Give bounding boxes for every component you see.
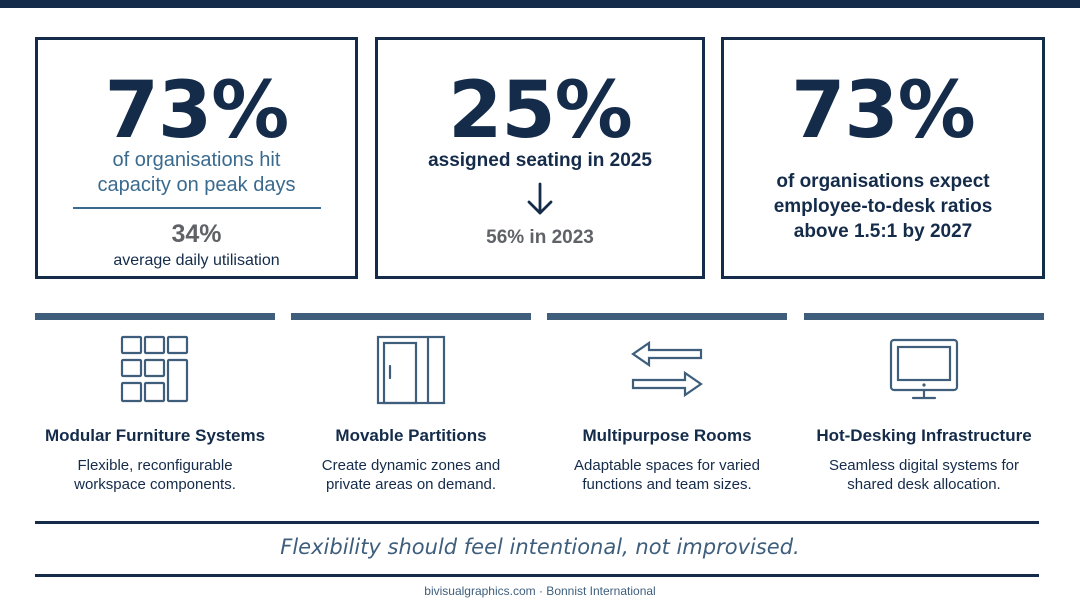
stat-card-peak-capacity: 73% of organisations hit capacity on pea… [35, 37, 358, 279]
feature-icon-wrap [291, 335, 531, 405]
feature-title: Hot-Desking Infrastructure [816, 426, 1032, 445]
sliding-partition-icon [376, 335, 446, 405]
feature-description: Flexible, reconfigurable workspace compo… [74, 457, 236, 493]
quote-bottom-rule [35, 574, 1039, 577]
secondary-stat-label: average daily utilisation [113, 252, 280, 269]
feature-icon-wrap [547, 335, 787, 405]
feature-title: Multipurpose Rooms [582, 426, 752, 445]
modular-grid-icon [120, 335, 189, 403]
stat-value: 25% [448, 66, 633, 156]
feature-title: Movable Partitions [335, 426, 487, 445]
stat-description: assigned seating in 2025 [428, 150, 652, 171]
arrow-down-icon [527, 182, 553, 215]
feature-description: Adaptable spaces for varied functions an… [574, 457, 760, 493]
comparison-stat: 56% in 2023 [486, 227, 594, 248]
stat-value: 73% [104, 66, 290, 156]
feature-bar [35, 313, 275, 320]
feature-hot-desking: Hot-Desking Infrastructure Seamless digi… [804, 313, 1044, 494]
feature-modular-furniture: Modular Furniture Systems Flexible, reco… [35, 313, 275, 494]
feature-description: Create dynamic zones and private areas o… [321, 457, 501, 493]
stat-divider [73, 207, 321, 209]
swap-arrows-icon [631, 340, 703, 398]
stat-card-assigned-seating: 25% assigned seating in 2025 56% in 2023 [375, 37, 705, 279]
feature-description: Seamless digital systems for shared desk… [828, 457, 1020, 493]
feature-multipurpose-rooms: Multipurpose Rooms Adaptable spaces for … [547, 313, 787, 494]
stat-description: of organisations expect employee-to-desk… [773, 171, 993, 242]
stat-value: 73% [791, 66, 976, 156]
feature-bar [547, 313, 787, 320]
stat-card-desk-ratio: 73% of organisations expect employee-to-… [721, 37, 1045, 279]
feature-movable-partitions: Movable Partitions Create dynamic zones … [291, 313, 531, 494]
quote-top-rule [35, 521, 1039, 524]
feature-icon-wrap [35, 335, 275, 405]
stat-description: of organisations hit capacity on peak da… [97, 149, 296, 196]
footer-credit: bivisualgraphics.com · Bonnist Internati… [424, 584, 656, 598]
secondary-stat-value: 34% [171, 220, 222, 248]
feature-title: Modular Furniture Systems [44, 426, 266, 445]
feature-bar [291, 313, 531, 320]
closing-quote: Flexibility should feel intentional, not… [280, 535, 800, 559]
monitor-icon [889, 338, 959, 400]
feature-bar [804, 313, 1044, 320]
top-accent-bar [0, 0, 1080, 8]
feature-icon-wrap [804, 335, 1044, 405]
